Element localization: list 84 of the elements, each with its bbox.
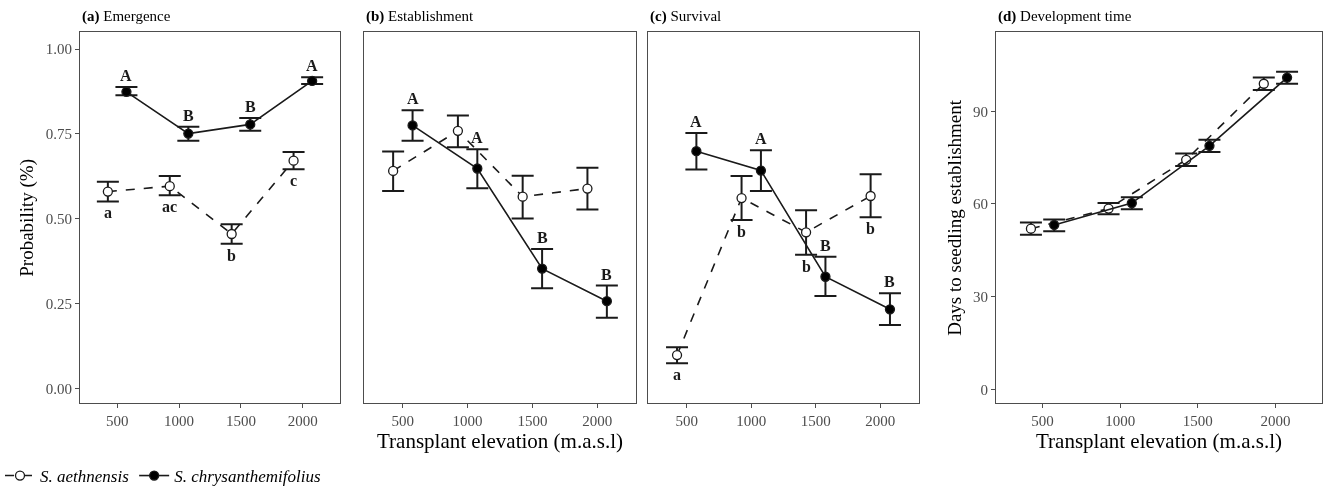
point (820, 271, 831, 282)
x-tick-label: 1500 (800, 413, 831, 430)
point (183, 128, 194, 139)
y-tick-label: 90 (972, 103, 988, 120)
point (102, 186, 114, 197)
point (1258, 78, 1269, 89)
data-label: A (120, 67, 132, 84)
data-label: A (755, 130, 767, 147)
point (1025, 223, 1037, 234)
point (691, 146, 702, 157)
point (865, 190, 876, 202)
y-axis-title: Days to seedling establishment (943, 99, 965, 336)
x-tick-label: 1000 (1105, 413, 1136, 430)
data-label: B (601, 266, 612, 283)
y-axis-title: Probability (%) (16, 159, 39, 277)
point (517, 191, 528, 202)
point (1204, 140, 1215, 152)
x-tick-label: 1500 (517, 413, 548, 430)
x-axis-title: Transplant elevation (m.a.s.l) (377, 429, 623, 454)
y-tick-label: 60 (972, 196, 988, 213)
x-axis-title: Transplant elevation (m.a.s.l) (1036, 429, 1282, 454)
y-tick-label: 0.00 (45, 380, 72, 397)
data-label: B (183, 107, 194, 124)
data-label: ac (162, 198, 178, 215)
x-tick-label: 500 (675, 413, 698, 430)
x-tick-label: 1500 (225, 413, 256, 430)
legend-label: S. aethnensis (40, 467, 130, 487)
chart-title: (a) Emergence (82, 8, 171, 25)
data-label: B (537, 229, 548, 246)
point (671, 349, 683, 361)
point (164, 181, 175, 192)
x-tick-label: 500 (1031, 413, 1054, 430)
point (884, 304, 896, 315)
data-label: a (673, 366, 681, 383)
point (452, 125, 464, 136)
y-tick-label: 30 (972, 288, 988, 305)
data-label: A (471, 129, 483, 146)
x-tick-label: 500 (105, 413, 129, 430)
data-label: b (737, 223, 746, 240)
x-tick-label: 2000 (582, 413, 613, 430)
legend-label: S. chrysanthemifolius (174, 467, 321, 487)
point (1126, 197, 1137, 209)
y-tick-label: 0.25 (45, 295, 72, 312)
x-tick-label: 1000 (452, 413, 483, 430)
data-label: b (866, 220, 875, 237)
x-tick-label: 1000 (736, 413, 767, 430)
point (306, 75, 318, 87)
point (800, 227, 812, 238)
data-label: A (407, 90, 419, 107)
x-tick-label: 2000 (865, 413, 896, 430)
point (226, 228, 237, 240)
point (407, 120, 418, 131)
y-tick-label: 1.00 (45, 41, 72, 58)
chart-title: (d) Development time (998, 8, 1132, 25)
y-tick-label: 0.75 (45, 126, 72, 143)
data-label: b (227, 247, 236, 264)
x-tick-label: 1500 (1182, 413, 1213, 430)
data-label: a (104, 204, 112, 221)
x-tick-label: 1000 (164, 413, 195, 430)
point (245, 119, 256, 130)
y-tick-label: 0 (980, 381, 988, 398)
point (1049, 219, 1060, 231)
point (387, 165, 399, 177)
point (755, 165, 767, 176)
point (582, 183, 593, 194)
data-label: c (290, 172, 298, 189)
data-label: A (690, 113, 702, 130)
data-label: b (802, 258, 811, 275)
point (536, 263, 548, 274)
point (472, 163, 483, 174)
data-label: B (884, 273, 895, 290)
x-tick-label: 2000 (1260, 413, 1291, 430)
y-tick-label: 0.50 (45, 210, 72, 227)
x-tick-label: 500 (391, 413, 415, 430)
data-label: B (245, 98, 256, 115)
point (288, 155, 299, 166)
data-label: B (820, 237, 831, 254)
chart-title: (b) Establishment (366, 8, 474, 25)
chart-title: (c) Survival (650, 8, 722, 25)
point (1281, 72, 1293, 83)
x-tick-label: 2000 (287, 413, 318, 430)
point (601, 296, 613, 307)
point (736, 192, 747, 204)
data-label: A (306, 57, 318, 74)
